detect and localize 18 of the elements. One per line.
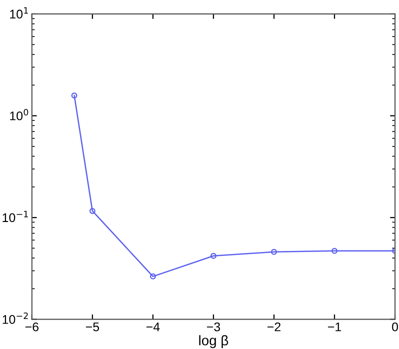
- y-tick-label: 10$^{1}$: [10, 7, 28, 19]
- point: [270, 248, 277, 255]
- x-tick-label: −4: [146, 322, 160, 332]
- x-tick-label: 0: [392, 322, 398, 332]
- point: [332, 248, 338, 254]
- x-tick-label: −2: [267, 322, 280, 332]
- point: [150, 273, 156, 280]
- x-tick-label: −5: [86, 322, 100, 332]
- y-tick-label: 10$^{0}$: [10, 108, 28, 120]
- point: [210, 252, 216, 259]
- point: [71, 92, 78, 99]
- x-axis-title: log β: [199, 335, 228, 348]
- x-tick-label: −3: [206, 322, 220, 332]
- point: [89, 208, 96, 214]
- x-tick-label: −1: [328, 322, 342, 332]
- y-tick-label: 10$^{−1}$: [2, 210, 28, 222]
- x-tick-label: −6: [25, 322, 38, 332]
- y-tick-label: 10$^{−2}$: [2, 312, 28, 324]
